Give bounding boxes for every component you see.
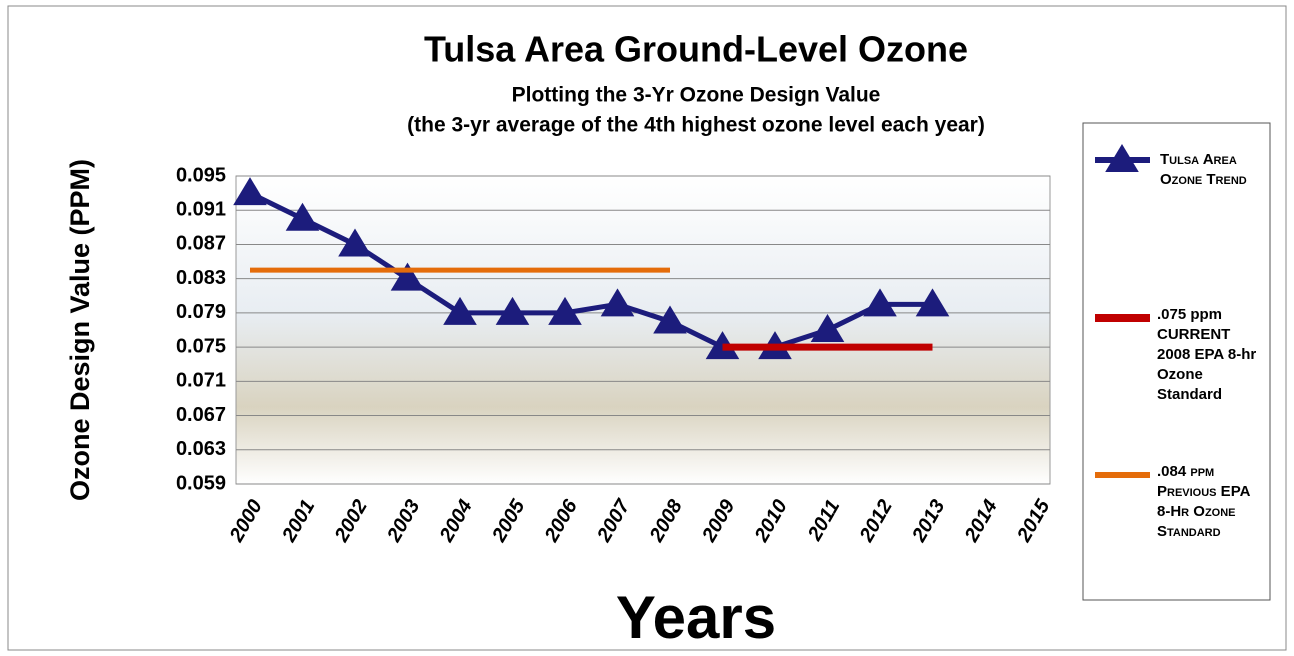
x-tick-label: 2001	[278, 496, 320, 546]
x-tick-label: 2009	[698, 495, 740, 546]
y-tick-label: 0.083	[176, 267, 226, 289]
subtitle: (the 3-yr average of the 4th highest ozo…	[407, 114, 985, 137]
x-tick-label: 2011	[803, 496, 844, 545]
legend-label: .084 ppm Previous EPA 8-Hr Ozone Standar…	[1157, 462, 1267, 542]
y-tick-label: 0.087	[176, 233, 226, 255]
x-axis-label: Years	[616, 584, 776, 651]
subtitle: Plotting the 3-Yr Ozone Design Value	[512, 84, 881, 107]
plot-area	[236, 176, 1050, 484]
x-tick-label: 2013	[908, 496, 950, 546]
y-tick-label: 0.059	[176, 472, 226, 494]
x-tick-label: 2008	[645, 495, 687, 546]
chart: Tulsa Area Ground-Level Ozone Plotting t…	[0, 0, 1294, 656]
x-tick-label: 2007	[593, 495, 635, 546]
x-tick-label: 2014	[960, 496, 1002, 546]
y-tick-label: 0.063	[176, 438, 226, 460]
y-tick-label: 0.079	[176, 301, 226, 323]
x-tick-label: 2000	[225, 496, 267, 546]
x-tick-label: 2010	[750, 496, 792, 546]
y-tick-label: 0.071	[176, 370, 226, 392]
y-axis-label: Ozone Design Value (PPM)	[65, 159, 95, 501]
x-tick-label: 2005	[488, 495, 530, 546]
legend-label: .075 ppm CURRENT 2008 EPA 8-hr Ozone Sta…	[1157, 305, 1267, 405]
x-tick-label: 2015	[1013, 495, 1055, 546]
chart-title: Tulsa Area Ground-Level Ozone	[424, 29, 968, 70]
y-tick-label: 0.095	[176, 164, 226, 186]
x-tick-label: 2002	[330, 496, 372, 546]
y-tick-label: 0.075	[176, 335, 226, 357]
legend-label: Tulsa Area Ozone Trend	[1160, 150, 1260, 190]
x-tick-label: 2004	[435, 496, 477, 546]
x-tick-label: 2006	[540, 495, 582, 546]
x-tick-label: 2012	[855, 496, 897, 546]
x-tick-label: 2003	[383, 496, 425, 546]
y-tick-label: 0.067	[176, 404, 226, 426]
y-tick-label: 0.091	[176, 199, 226, 221]
page: Tulsa Area Ground-Level Ozone Plotting t…	[0, 0, 1294, 656]
